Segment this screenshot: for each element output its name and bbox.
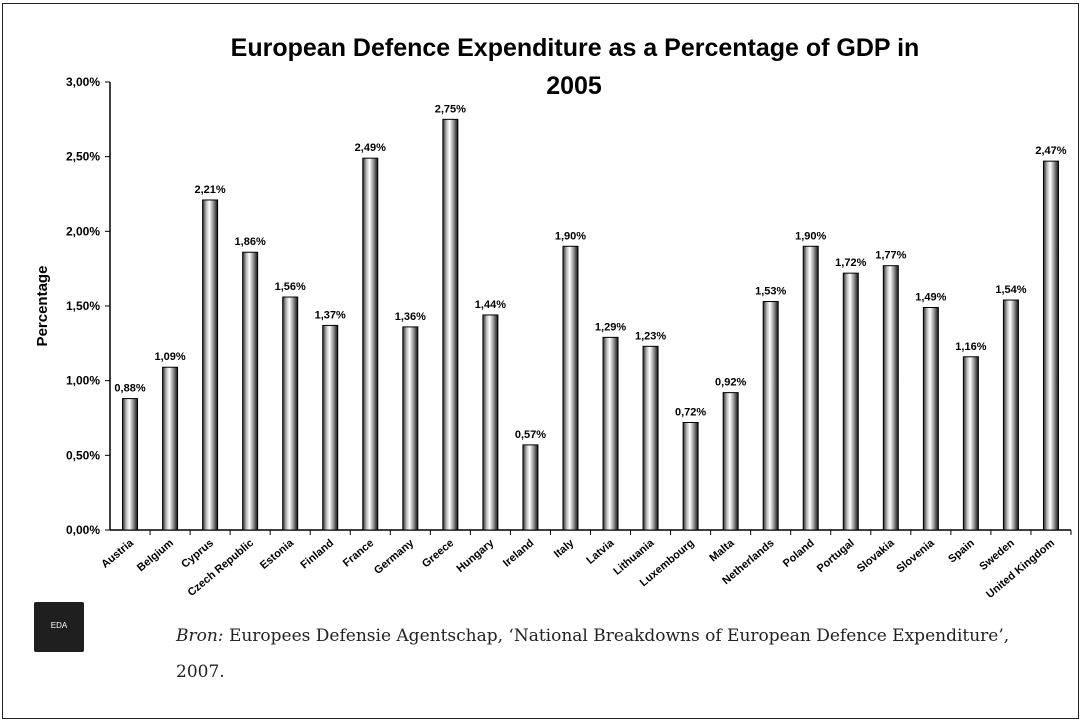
y-tick-label: 2,50% (66, 150, 100, 164)
data-label: 1,36% (395, 311, 426, 323)
x-tick-label: United Kingdom (984, 537, 1057, 601)
bar-latvia (602, 336, 619, 531)
data-label: 1,90% (795, 230, 826, 242)
x-tick-label: Cyprus (179, 537, 216, 571)
data-label: 1,29% (595, 321, 626, 333)
bar-united-kingdom (1042, 160, 1059, 531)
x-tick-label: Portugal (815, 537, 857, 575)
y-axis-label: Percentage (34, 266, 51, 347)
y-tick-label: 2,00% (66, 224, 100, 238)
data-label: 1,49% (915, 291, 946, 303)
logo-text: EDA (50, 621, 68, 630)
source-text: Europees Defensie Agentschap, ‘National … (176, 626, 1010, 682)
x-tick-label: Hungary (454, 537, 497, 575)
bar-spain (962, 356, 979, 531)
data-label: 1,16% (955, 341, 986, 353)
data-label: 1,44% (475, 299, 506, 311)
bar-slovakia (882, 265, 899, 531)
data-label: 1,90% (555, 230, 586, 242)
data-label: 1,77% (875, 250, 906, 262)
bar-luxembourg (682, 421, 699, 531)
x-tick-label: Sweden (977, 537, 1017, 573)
bar-ireland (522, 444, 539, 531)
x-tick-label: Estonia (258, 537, 297, 572)
bar-portugal (842, 272, 859, 531)
bar-belgium (162, 366, 179, 531)
data-label: 1,56% (275, 281, 306, 293)
data-label: 0,92% (715, 377, 746, 389)
data-label: 1,23% (635, 330, 666, 342)
source-note: Bron: Europees Defensie Agentschap, ‘Nat… (176, 618, 1036, 690)
data-label: 2,21% (195, 184, 226, 196)
chart-title-line2: 2005 (546, 72, 602, 100)
bar-finland (322, 324, 339, 531)
data-label: 1,09% (154, 351, 185, 363)
chart-title: European Defence Expenditure as a Percen… (231, 34, 920, 62)
x-tick-label: Ireland (501, 537, 536, 569)
y-tick-label: 0,50% (66, 448, 100, 462)
bar-sweden (1002, 299, 1019, 531)
bar-poland (802, 245, 819, 531)
bar-austria (122, 398, 139, 531)
x-tick-label: Slovenia (894, 537, 937, 576)
x-tick-label: Slovakia (855, 537, 898, 575)
x-tick-label: Germany (372, 537, 417, 577)
data-label: 1,86% (235, 236, 266, 248)
bar-germany (402, 326, 419, 531)
source-label: Bron: (176, 626, 224, 646)
bar-czech-republic (242, 251, 259, 531)
data-label: 2,75% (435, 103, 466, 115)
bar-italy (562, 245, 579, 531)
y-tick-label: 3,00% (66, 75, 100, 89)
data-label: 1,53% (755, 286, 786, 298)
bar-estonia (282, 296, 299, 531)
bar-netherlands (762, 301, 779, 531)
x-tick-label: Malta (707, 537, 737, 565)
data-label: 1,72% (835, 257, 866, 269)
data-label: 0,88% (114, 383, 145, 395)
eda-logo: EDA (34, 602, 84, 652)
x-tick-label: Italy (552, 537, 577, 561)
bar-cyprus (202, 199, 219, 531)
x-tick-label: Spain (946, 537, 977, 566)
chart-frame (2, 3, 1079, 719)
data-label: 2,49% (355, 142, 386, 154)
bar-greece (442, 118, 459, 531)
x-tick-label: Poland (781, 537, 817, 570)
data-label: 1,54% (995, 284, 1026, 296)
x-tick-label: Greece (420, 537, 456, 570)
bar-malta (722, 392, 739, 531)
bar-slovenia (922, 306, 939, 531)
y-tick-label: 1,50% (66, 299, 100, 313)
bar-hungary (482, 314, 499, 531)
y-tick-label: 1,00% (66, 374, 100, 388)
x-tick-label: Austria (99, 537, 136, 571)
x-tick-label: Belgium (135, 537, 176, 574)
bar-france (362, 157, 379, 531)
x-tick-label: France (341, 537, 376, 569)
y-tick-label: 0,00% (66, 523, 100, 537)
x-tick-label: Finland (298, 537, 336, 571)
data-label: 1,37% (315, 309, 346, 321)
data-label: 2,47% (1035, 145, 1066, 157)
data-label: 0,57% (515, 429, 546, 441)
x-tick-label: Latvia (584, 537, 617, 567)
bar-lithuania (642, 345, 659, 531)
data-label: 0,72% (675, 406, 706, 418)
